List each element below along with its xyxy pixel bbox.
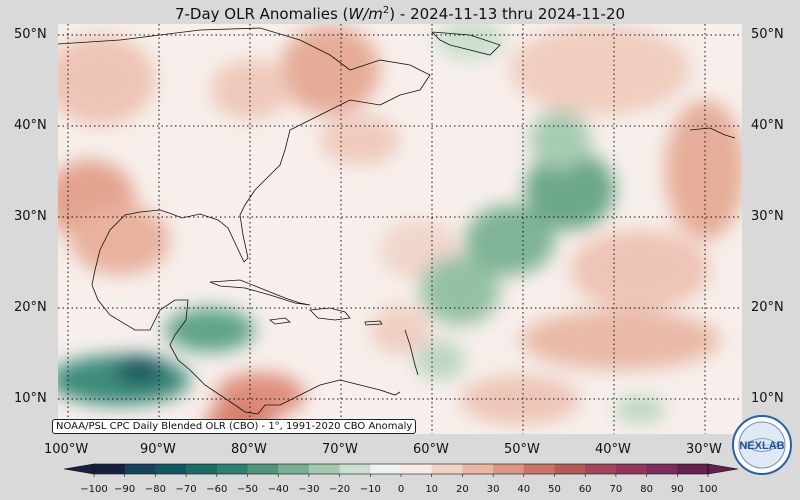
logo-text: NEXLAB — [739, 440, 784, 452]
anomaly-positive — [570, 230, 710, 310]
colorbar-tick-label: −60 — [206, 484, 228, 495]
lon-label-60: 60°W — [413, 442, 449, 457]
colorbar-segment — [124, 464, 156, 474]
colorbar-segment — [523, 464, 555, 474]
anomaly-positive — [460, 375, 580, 425]
colorbar-segment — [370, 464, 402, 474]
colorbar-segment — [94, 464, 126, 474]
colorbar-segment — [585, 464, 617, 474]
colorbar-segment — [646, 464, 678, 474]
lat-label-right-20: 20°N — [751, 300, 784, 315]
anomaly-positive — [70, 205, 170, 275]
lat-label-left-30: 30°N — [14, 209, 47, 224]
anomaly-negative — [525, 150, 615, 230]
anomaly-positive — [280, 25, 380, 115]
colorbar-tick-label: 50 — [548, 484, 561, 495]
anomaly-negative — [420, 255, 500, 325]
lon-label-100: 100°W — [44, 442, 89, 457]
colorbar-tick-label: 10 — [425, 484, 439, 495]
colorbar-tick-label: −10 — [359, 484, 381, 495]
graticule — [58, 24, 742, 434]
colorbar-segment — [247, 464, 279, 474]
lat-label-left-40: 40°N — [14, 118, 47, 133]
anomaly-positive — [510, 25, 690, 115]
lat-label-right-30: 30°N — [751, 209, 784, 224]
lon-label-90: 90°W — [140, 442, 176, 457]
colorbar-tick-label: −20 — [329, 484, 351, 495]
colorbar-segment — [401, 464, 433, 474]
colorbar-segment — [462, 464, 494, 474]
anomaly-negative — [530, 110, 590, 170]
anomaly-negative — [435, 24, 505, 60]
colorbar-tick-label: 80 — [640, 484, 653, 495]
nexlab-logo: NEXLAB — [732, 415, 792, 475]
lat-label-left-50: 50°N — [14, 27, 47, 42]
anomaly-positive — [58, 35, 155, 125]
colorbar-segment — [431, 464, 463, 474]
colorbar — [63, 463, 739, 477]
colorbar-segment — [615, 464, 648, 474]
anomaly-negative — [465, 205, 555, 275]
colorbar-extend-low — [63, 463, 95, 475]
anomaly-field — [58, 24, 742, 434]
anomaly-positive — [520, 310, 720, 370]
colorbar-tick-label: −40 — [267, 484, 289, 495]
colorbar-segment — [554, 464, 586, 474]
anomaly-shading — [58, 24, 742, 434]
colorbar-tick-label: 20 — [456, 484, 469, 495]
colorbar-tick-label: 60 — [578, 484, 592, 495]
colorbar-tick-label: 90 — [670, 484, 684, 495]
coastline-hispaniola — [309, 307, 351, 321]
anomaly-negative — [165, 308, 255, 352]
colorbar-segment — [308, 464, 341, 474]
colorbar-tick-label: −70 — [175, 484, 197, 495]
coastline-jamaica — [269, 317, 291, 325]
colorbar-tick-label: 40 — [517, 484, 531, 495]
lat-label-left-20: 20°N — [14, 300, 47, 315]
lat-label-right-10: 10°N — [751, 391, 784, 406]
colorbar-tick-label: 0 — [397, 484, 405, 495]
anomaly-negative — [415, 340, 465, 380]
coastline-americas — [58, 27, 431, 415]
anomaly-negative — [115, 355, 165, 385]
colorbar-segment — [278, 464, 310, 474]
colorbar-segment — [155, 464, 187, 474]
anomaly-negative — [615, 398, 665, 422]
coastline-cuba — [209, 279, 311, 306]
colorbar-tick-label: −90 — [114, 484, 136, 495]
colorbar-tick-label: −30 — [298, 484, 320, 495]
map-title: 7-Day OLR Anomalies (W/m2) - 2024-11-13 … — [174, 5, 626, 23]
lon-label-80: 80°W — [231, 442, 267, 457]
lon-label-70: 70°W — [322, 442, 358, 457]
lon-label-40: 40°W — [595, 442, 631, 457]
coastline-lesser-antilles — [404, 329, 419, 376]
lon-label-50: 50°W — [504, 442, 540, 457]
colorbar-segment — [493, 464, 525, 474]
anomaly-positive — [665, 100, 742, 240]
colorbar-tick-label: −100 — [80, 484, 108, 495]
colorbar-tick-label: −50 — [236, 484, 259, 495]
source-note: NOAA/PSL CPC Daily Blended OLR (CBO) - 1… — [52, 419, 417, 434]
colorbar-segment — [677, 464, 709, 474]
lon-label-30: 30°W — [686, 442, 722, 457]
anomaly-positive — [210, 60, 290, 120]
anomaly-positive — [320, 115, 400, 165]
colorbar-segment — [339, 464, 371, 474]
colorbar-tick-label: 100 — [698, 484, 718, 495]
colorbar-segment — [216, 464, 248, 474]
coastlines — [58, 27, 736, 415]
colorbar-tick-label: 30 — [486, 484, 500, 495]
coastline-newfoundland — [430, 31, 501, 56]
anomaly-positive — [370, 305, 430, 355]
colorbar-segment — [186, 464, 218, 474]
coastline-azores — [689, 127, 736, 139]
lat-label-left-10: 10°N — [14, 391, 47, 406]
lat-label-right-40: 40°N — [751, 118, 784, 133]
colorbar-tick-label: 70 — [609, 484, 623, 495]
lat-label-right-50: 50°N — [751, 27, 784, 42]
coastline-puerto-rico — [364, 320, 383, 326]
colorbar-tick-label: −80 — [144, 484, 166, 495]
